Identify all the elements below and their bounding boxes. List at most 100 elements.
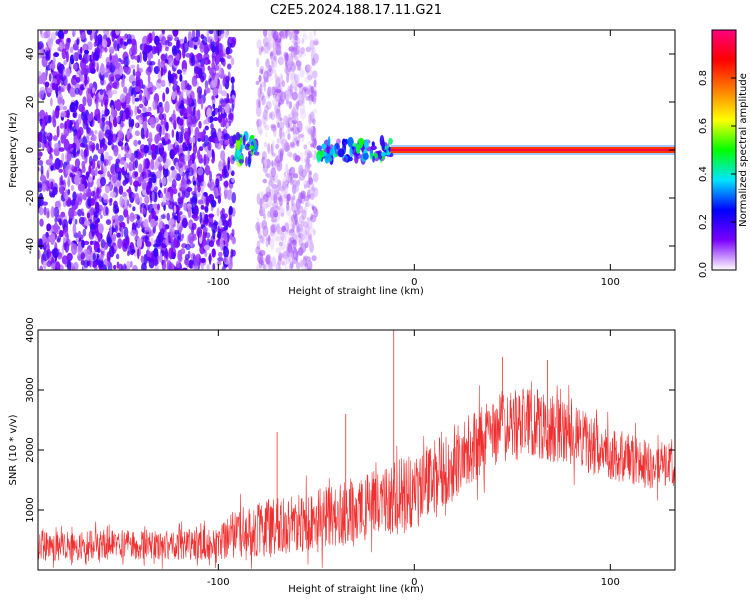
heatmap-cell: [278, 195, 283, 207]
heatmap-cell: [162, 92, 166, 103]
heatmap-cell: [99, 88, 104, 96]
heatmap-cell: [86, 30, 93, 35]
y-tick-label: 40: [25, 48, 36, 61]
heatmap-cell: [82, 118, 88, 130]
heatmap-cell: [188, 40, 195, 49]
heatmap-cell: [224, 180, 229, 189]
heatmap-cell: [45, 231, 49, 238]
heatmap-cell: [285, 176, 289, 182]
heatmap-cell: [214, 137, 219, 144]
heatmap-cell: [162, 195, 166, 206]
colorbar-tick-label: 0.0: [698, 262, 709, 278]
heatmap-cell: [110, 165, 115, 174]
heatmap-cell: [144, 44, 151, 54]
heatmap-cell: [258, 191, 264, 197]
heatmap-cell: [354, 154, 359, 164]
heatmap-cell: [192, 193, 198, 204]
heatmap-cell: [287, 85, 293, 92]
heatmap-cell: [276, 138, 280, 144]
heatmap-cell: [294, 84, 298, 95]
heatmap-cell: [115, 30, 120, 36]
heatmap-cell: [184, 254, 190, 261]
heatmap-cell: [95, 143, 100, 151]
heatmap-cell: [266, 114, 272, 121]
heatmap-cell: [47, 37, 54, 48]
heatmap-cell: [191, 75, 198, 87]
heatmap-cell: [82, 43, 89, 52]
heatmap-cell: [285, 129, 290, 134]
heatmap-cell: [151, 191, 155, 201]
heatmap-cell: [285, 229, 289, 235]
heatmap-cell: [133, 139, 138, 147]
heatmap-cell: [221, 108, 225, 114]
heatmap-cell: [300, 190, 306, 200]
heatmap-cell: [132, 68, 136, 77]
heatmap-cell: [141, 171, 147, 180]
heatmap-cell: [306, 267, 312, 270]
heatmap-cell: [291, 256, 298, 265]
heatmap-cell: [49, 192, 53, 197]
heatmap-cell: [271, 62, 278, 69]
heatmap-cell: [142, 235, 149, 243]
heatmap-cell: [108, 46, 115, 54]
heatmap-cell: [50, 32, 57, 41]
heatmap-cell: [201, 36, 208, 46]
heatmap-cell: [278, 241, 283, 247]
heatmap-cell: [42, 259, 47, 270]
heatmap-cell: [136, 63, 140, 74]
heatmap-cell: [160, 119, 164, 126]
heatmap-cell: [117, 214, 124, 223]
heatmap-cell: [280, 138, 288, 148]
heatmap-cell: [160, 214, 166, 220]
heatmap-cell: [274, 72, 278, 79]
heatmap-cell: [180, 178, 187, 191]
heatmap-cell: [179, 167, 183, 177]
heatmap-cell: [71, 265, 76, 270]
heatmap-cell: [322, 151, 327, 157]
heatmap-cell: [289, 261, 294, 270]
heatmap-cell: [81, 211, 85, 217]
heatmap-cell: [271, 140, 275, 150]
heatmap-cell: [93, 186, 97, 192]
heatmap-cell: [275, 88, 282, 94]
heatmap-cell: [287, 52, 294, 65]
heatmap-band-core: [390, 149, 675, 151]
heatmap-cell: [267, 143, 271, 154]
heatmap-cell: [87, 87, 92, 95]
heatmap-cell: [209, 38, 213, 49]
heatmap-cell: [307, 189, 311, 200]
heatmap-cell: [99, 117, 103, 130]
heatmap-cell: [260, 69, 264, 75]
heatmap-cell: [212, 87, 219, 96]
heatmap-cell: [197, 98, 202, 105]
heatmap-cell: [81, 154, 86, 160]
heatmap-cell: [138, 163, 143, 174]
heatmap-cell: [271, 218, 278, 223]
heatmap-cell: [204, 84, 209, 95]
heatmap-cell: [206, 107, 212, 118]
heatmap-cell: [289, 127, 294, 132]
heatmap-cell: [192, 36, 199, 43]
heatmap-cell: [186, 186, 193, 192]
heatmap-cell: [149, 61, 156, 66]
heatmap-cell: [362, 152, 369, 160]
heatmap-cell: [231, 102, 235, 112]
heatmap-cell: [40, 47, 44, 58]
heatmap-cell: [188, 160, 193, 166]
heatmap-cell: [250, 134, 255, 140]
heatmap-cell: [81, 239, 85, 248]
heatmap-cell: [80, 111, 86, 121]
heatmap-cell: [272, 227, 276, 235]
heatmap-cell: [269, 73, 274, 82]
y-tick-label: 0: [25, 147, 36, 153]
heatmap-cell: [310, 49, 314, 62]
heatmap-cell: [270, 167, 276, 178]
heatmap-cell: [266, 195, 273, 208]
heatmap-cell: [297, 239, 303, 246]
heatmap-cell: [164, 101, 170, 113]
heatmap-cell: [310, 125, 317, 138]
heatmap-cell: [278, 30, 285, 38]
heatmap-cell: [180, 248, 186, 255]
heatmap-cell: [293, 127, 297, 132]
heatmap-cell: [67, 188, 71, 195]
